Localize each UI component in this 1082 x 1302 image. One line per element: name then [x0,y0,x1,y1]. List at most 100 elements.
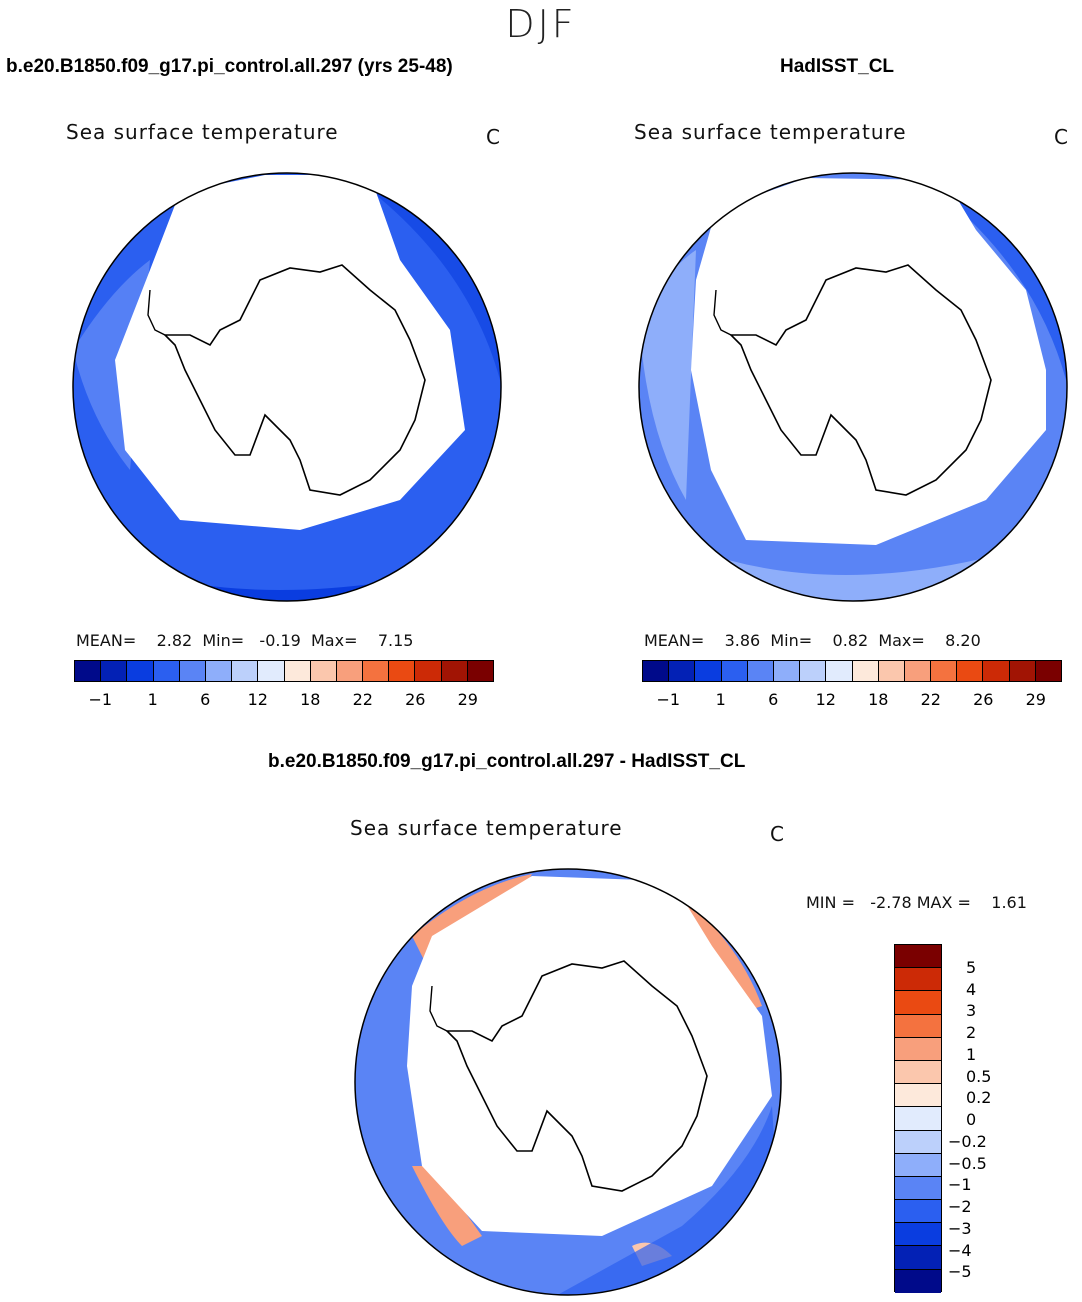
colorbar-swatch [895,1269,941,1293]
diff-panel-title: Sea surface temperature [350,816,623,840]
right-polar-map [638,172,1068,602]
left-panel-title: Sea surface temperature [66,120,339,144]
colorbar-swatch [721,661,748,681]
colorbar-swatch [415,661,442,681]
colorbar-swatch [957,661,984,681]
colorbar-swatch [895,1084,941,1108]
colorbar-swatch [336,661,364,681]
colorbar-tick-label: 0 [966,1110,977,1129]
colorbar-swatch [895,1060,941,1085]
colorbar-tick-label: 22 [352,690,373,709]
colorbar-swatch [773,661,801,681]
season-title: DJF [505,2,577,46]
colorbar-swatch [904,661,932,681]
colorbar-swatch [895,1246,941,1270]
colorbar-tick-label: −4 [948,1240,972,1260]
colorbar-swatch [895,1014,941,1038]
colorbar-swatch [232,661,259,681]
colorbar-swatch [284,661,311,681]
colorbar-tick-label: 29 [1025,690,1046,709]
colorbar-swatch [643,661,670,681]
left-stats: MEAN= 2.82 Min= -0.19 Max= 7.15 [76,631,414,650]
colorbar-tick-label: 26 [405,690,426,709]
colorbar-swatch [363,661,390,681]
colorbar-tick-label: −3 [948,1218,972,1238]
colorbar-swatch [895,991,941,1015]
left-units: C [486,125,500,149]
colorbar-tick-label: 0.2 [966,1088,992,1108]
left-polar-map [72,172,502,602]
colorbar-swatch [878,661,905,681]
colorbar-tick-label: 2 [966,1023,977,1042]
colorbar-tick-label: 12 [247,690,268,709]
colorbar-tick-label: −1 [88,690,113,709]
colorbar-swatch [258,661,285,681]
colorbar-swatch [931,661,958,681]
map-boundary [72,172,502,602]
colorbar-tick-label: 26 [973,690,994,709]
colorbar-tick-label: 6 [200,690,211,709]
ocean-band-light [639,250,696,500]
antarctica-outline [445,960,708,1192]
right-panel-title: Sea surface temperature [634,120,907,144]
colorbar-tick-label: 22 [920,690,941,709]
colorbar-swatch [747,661,774,681]
colorbar-swatch [895,968,941,992]
colorbar-swatch [895,1176,941,1201]
colorbar-tick-label: 1 [966,1044,977,1064]
colorbar-swatch [127,661,154,681]
diff-colorbar [894,944,942,1293]
colorbar-swatch [179,661,206,681]
colorbar-swatch [983,661,1010,681]
colorbar-tick-label: −1 [948,1175,972,1195]
right-colorbar-ticks: −1 1 6 12 18 22 26 29 [642,690,1062,712]
colorbar-tick-label: −0.5 [948,1153,987,1173]
colorbar-swatch [467,661,493,681]
colorbar-swatch [441,661,468,681]
colorbar-tick-label: −1 [656,690,681,709]
colorbar-swatch [895,1130,941,1154]
colorbar-tick-label: 18 [300,690,321,709]
map-boundary [638,172,1068,602]
colorbar-tick-label: 18 [868,690,889,709]
right-colorbar [642,660,1062,682]
colorbar-swatch [310,661,337,681]
colorbar-swatch [800,661,827,681]
diff-stats: MIN = -2.78 MAX = 1.61 [806,893,1027,912]
colorbar-swatch [895,1037,941,1061]
antarctic-peninsula [713,289,732,336]
colorbar-tick-label: 0.5 [966,1066,992,1086]
diff-polar-map [354,868,782,1296]
right-case-title: HadISST_CL [780,56,895,77]
diff-colorbar-ticks: 5 4 3 2 1 0.5 0.2 0 −0.2 −0.5 −1 −2 −3 −4 −5 [948,944,1028,1292]
colorbar-tick-label: 3 [966,1001,977,1021]
colorbar-swatch [895,1223,941,1247]
left-colorbar-ticks: −1 1 6 12 18 22 26 29 [74,690,494,712]
colorbar-tick-label: 1 [715,690,726,709]
antarctica-outline [729,264,992,496]
colorbar-swatch [205,661,233,681]
colorbar-swatch [101,661,128,681]
map-boundary [354,868,782,1296]
colorbar-swatch [389,661,416,681]
colorbar-swatch [75,661,102,681]
colorbar-tick-label: −5 [948,1262,972,1282]
left-case-title: b.e20.B1850.f09_g17.pi_control.all.297 (… [6,56,453,77]
colorbar-tick-label: 29 [457,690,478,709]
antarctic-peninsula [429,985,448,1032]
colorbar-swatch [895,945,941,969]
colorbar-swatch [852,661,879,681]
colorbar-tick-label: 5 [966,957,977,977]
colorbar-swatch [695,661,722,681]
colorbar-tick-label: 6 [768,690,779,709]
colorbar-swatch [895,1107,941,1131]
left-colorbar [74,660,494,682]
colorbar-swatch [1009,661,1036,681]
colorbar-tick-label: 12 [815,690,836,709]
diff-case-title: b.e20.B1850.f09_g17.pi_control.all.297 -… [268,751,746,772]
colorbar-tick-label: 1 [147,690,158,709]
right-stats: MEAN= 3.86 Min= 0.82 Max= 8.20 [644,631,981,650]
colorbar-swatch [669,661,696,681]
colorbar-swatch [153,661,180,681]
colorbar-tick-label: 4 [966,979,977,999]
